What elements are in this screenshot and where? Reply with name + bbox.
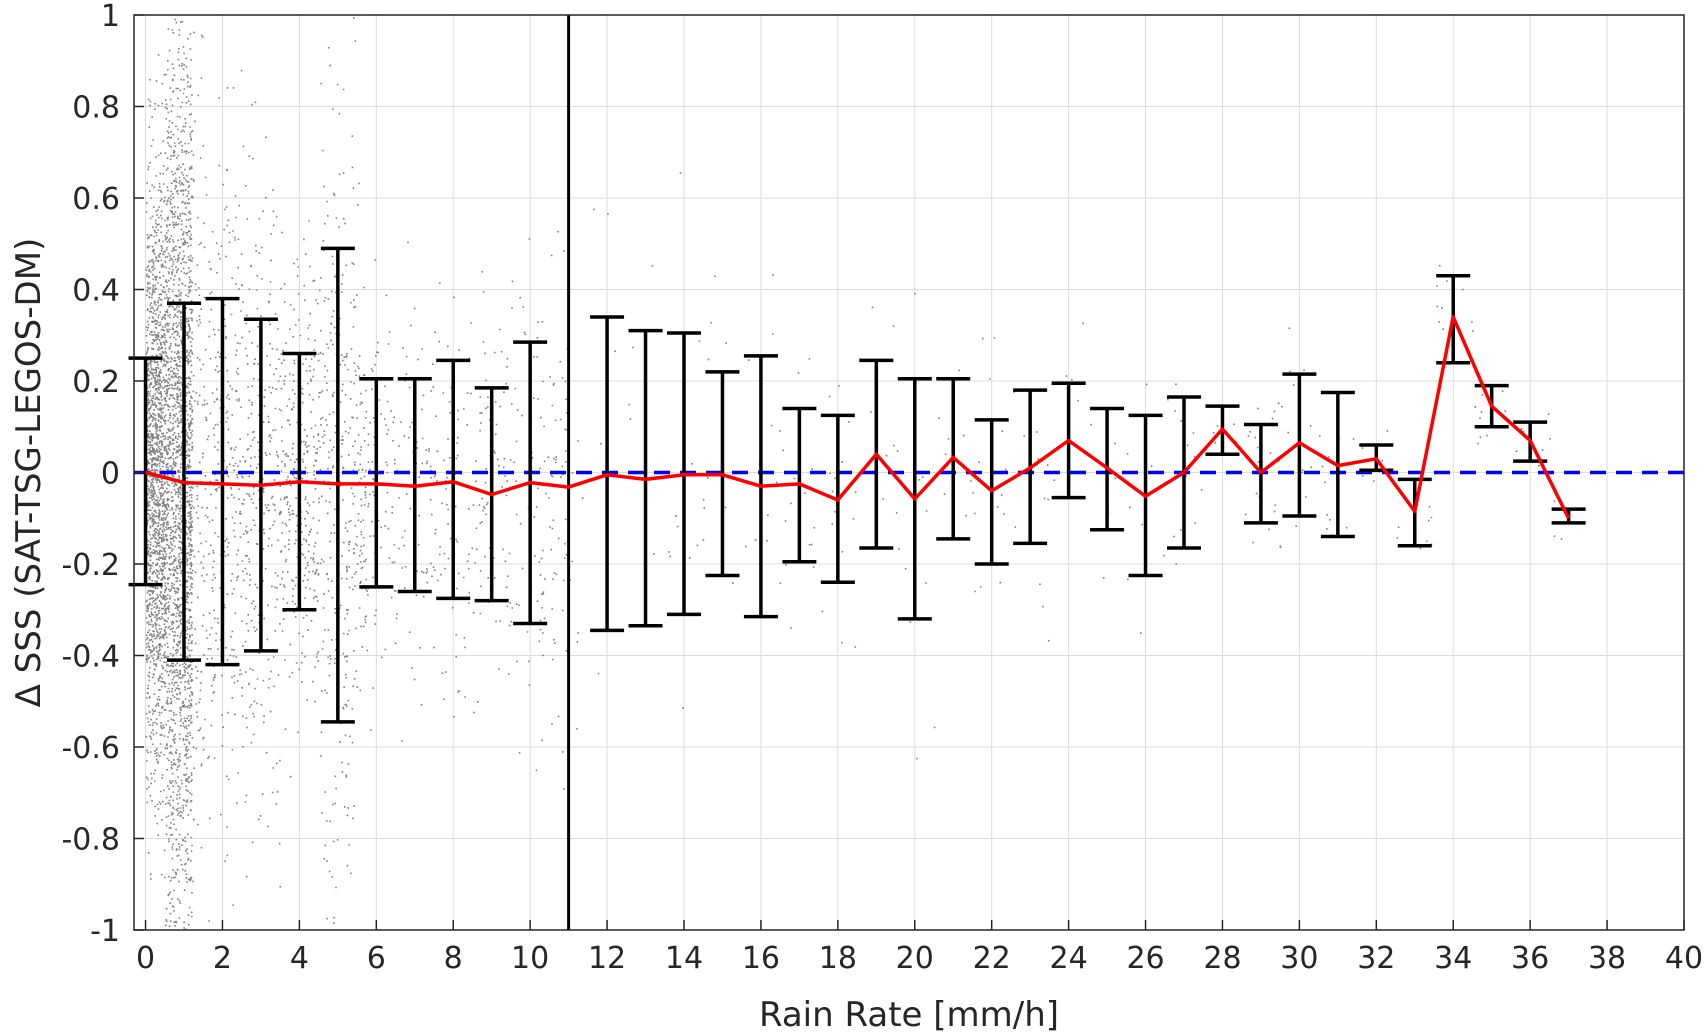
x-tick-label: 38 — [1588, 941, 1626, 976]
y-tick-label: 0 — [101, 457, 120, 492]
y-tick-label: 0.2 — [72, 365, 120, 400]
x-tick-label: 20 — [896, 941, 934, 976]
y-tick-label: -0.2 — [61, 548, 120, 583]
x-tick-label: 2 — [213, 941, 232, 976]
x-tick-label: 4 — [290, 941, 309, 976]
x-tick-label: 34 — [1434, 941, 1472, 976]
y-tick-label: -0.8 — [61, 823, 120, 858]
x-tick-label: 18 — [819, 941, 857, 976]
y-tick-label: 0.6 — [72, 182, 120, 217]
x-tick-label: 12 — [588, 941, 626, 976]
x-tick-label: 26 — [1126, 941, 1164, 976]
x-tick-label: 28 — [1203, 941, 1241, 976]
scatter-dots — [145, 17, 1569, 931]
scatter-points — [145, 17, 1569, 931]
x-tick-label: 8 — [444, 941, 463, 976]
x-tick-label: 14 — [665, 941, 703, 976]
x-tick-label: 22 — [973, 941, 1011, 976]
y-tick-label: 0.4 — [72, 274, 120, 309]
mean-line — [145, 315, 1571, 520]
x-tick-label: 36 — [1511, 941, 1549, 976]
y-tick-labels: -1 -0.8 -0.6 -0.4 -0.2 0 0.2 0.4 0.6 0.8 1 — [61, 0, 144, 949]
x-tick-label: 0 — [136, 941, 155, 976]
y-tick-label: -0.6 — [61, 731, 120, 766]
x-tick-label: 32 — [1357, 941, 1395, 976]
y-tick-label: -1 — [90, 914, 120, 949]
x-tick-label: 30 — [1280, 941, 1318, 976]
error-bar — [436, 358, 471, 601]
mean-line-path — [145, 315, 1571, 520]
y-tick-label: 0.8 — [72, 91, 120, 126]
y-tick-label: -0.4 — [61, 640, 120, 675]
error-bar — [1282, 372, 1317, 518]
x-tick-labels: 0 2 4 6 8 10 12 14 16 18 20 22 24 26 28 30 32 34 36 38 40 — [136, 920, 1703, 976]
grid — [134, 14, 1685, 931]
x-tick-label: 24 — [1050, 941, 1088, 976]
x-tick-label: 10 — [511, 941, 549, 976]
x-tick-label: 16 — [742, 941, 780, 976]
y-tick-label: 1 — [101, 0, 120, 34]
x-tick-label: 6 — [367, 941, 386, 976]
error-bar — [205, 296, 240, 667]
y-axis-label: Δ SSS (SAT-TSG-LEGOS-DM) — [9, 238, 49, 708]
x-axis-label: Rain Rate [mm/h] — [759, 995, 1059, 1035]
x-tick-label: 40 — [1665, 941, 1703, 976]
